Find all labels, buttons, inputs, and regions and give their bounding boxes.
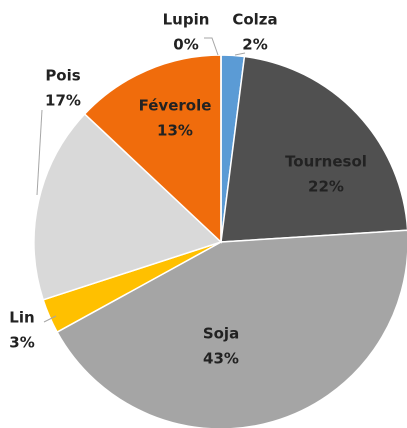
slice-label: Colza <box>232 11 277 29</box>
leader-line <box>43 315 57 323</box>
value-label: 22% <box>308 178 344 196</box>
slice-label: Tournesol <box>285 153 367 171</box>
value-label: 2% <box>242 36 267 54</box>
slices <box>33 54 407 428</box>
slice-label: Lin <box>9 309 34 327</box>
slice <box>56 229 407 428</box>
value-label: 13% <box>157 122 193 140</box>
slice-label: Pois <box>45 67 80 85</box>
leader-line <box>234 52 246 56</box>
slice-label: Lupin <box>163 11 210 29</box>
slice <box>220 55 407 243</box>
slice <box>33 112 223 301</box>
leader-lines <box>36 37 246 323</box>
leader-line <box>36 109 43 196</box>
leader-line <box>204 37 219 56</box>
slice-label: Féverole <box>139 97 212 115</box>
slice <box>83 54 222 244</box>
value-label: 17% <box>45 92 81 110</box>
value-label: 3% <box>9 334 34 352</box>
value-label: 0% <box>173 36 198 54</box>
value-label: 43% <box>203 350 239 368</box>
slice-label: Soja <box>203 325 239 343</box>
